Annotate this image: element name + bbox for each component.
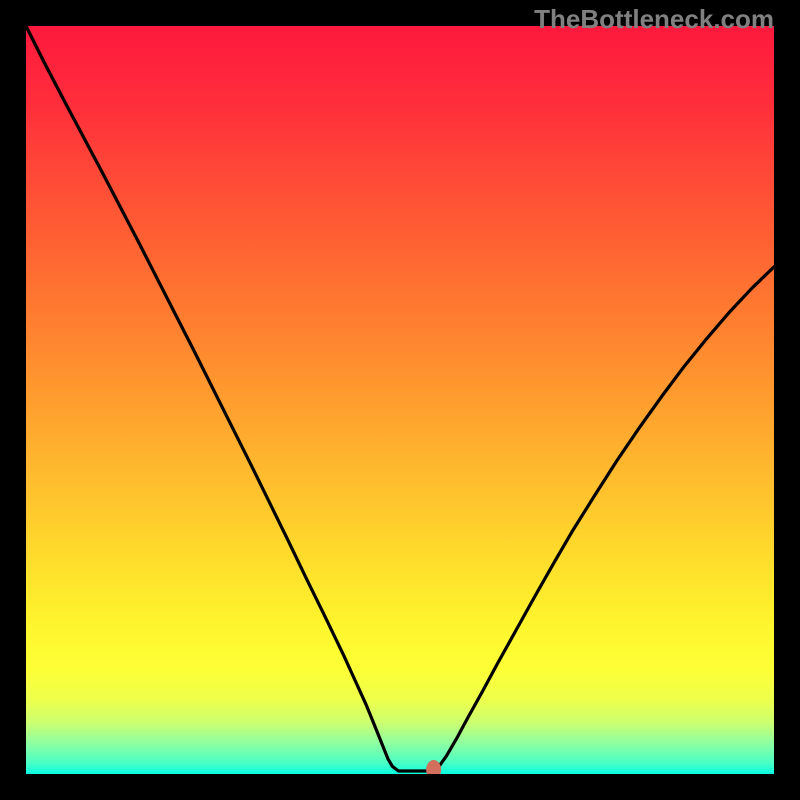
gradient-background [26,26,774,774]
plot-area [26,26,774,774]
optimum-marker [427,761,441,774]
plot-svg [26,26,774,774]
watermark-text: TheBottleneck.com [534,4,774,35]
chart-container: TheBottleneck.com [0,0,800,800]
